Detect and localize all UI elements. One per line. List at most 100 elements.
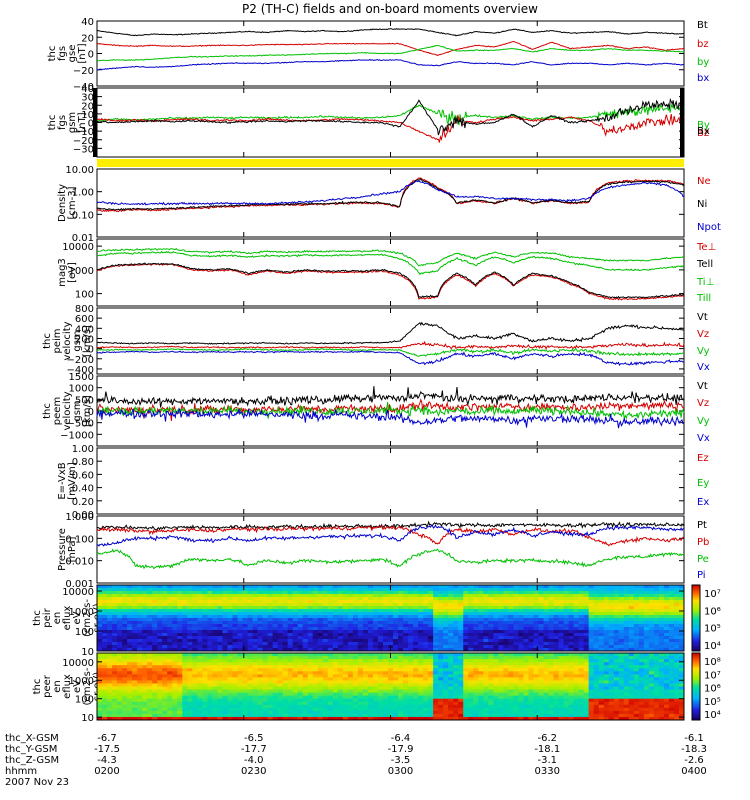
colorbar-label: 10⁶ bbox=[704, 606, 721, 617]
series-peem_velocity-Vz bbox=[96, 398, 685, 421]
x-tick-x: -6.2 bbox=[537, 733, 557, 744]
y-tick-label: 20 bbox=[81, 33, 94, 44]
y-tick-label: 1.000 bbox=[65, 512, 94, 523]
series-density-Ne bbox=[96, 177, 685, 213]
y-tick-label: 10 bbox=[81, 110, 94, 121]
y-tick-label: 30 bbox=[81, 93, 94, 104]
series-density-Ni bbox=[96, 177, 685, 212]
y-tick-label: −20 bbox=[73, 66, 94, 77]
series-fgs_gse-bx bbox=[96, 58, 685, 71]
colorbar-label: 10⁴ bbox=[704, 641, 721, 652]
legend-temperature-1: Tell bbox=[696, 259, 713, 270]
y-tick-label: −20 bbox=[73, 136, 94, 147]
legend-pressure-0: Pt bbox=[697, 520, 707, 531]
panel-fgs_gse: thcfgsgse[nT] 40 20 0 −20 −40 Bt bz by bx bbox=[47, 17, 709, 93]
x-tick-y: -17.9 bbox=[388, 744, 414, 755]
panel-ylabel: Density[cm-3] bbox=[57, 184, 78, 222]
legend-density-1: Ni bbox=[697, 199, 707, 210]
y-tick-label: 1000 bbox=[69, 607, 94, 618]
panel-density: Density[cm-3] 10.00 1.00 0.10 0.01 Ne Ni Npot bbox=[57, 165, 721, 244]
panel-peir_spectrogram: thcpeirenefluxeV(cm2-s-sr-eV)10⁷10⁶10⁵10… bbox=[32, 584, 721, 658]
legend-fgs_gsm-0: By bbox=[697, 120, 710, 131]
y-tick-label: −30 bbox=[73, 144, 94, 155]
y-tick-label: 1.00 bbox=[72, 444, 94, 455]
y-tick-label: 0.10 bbox=[72, 210, 94, 221]
legend-density-2: Npot bbox=[697, 222, 721, 233]
y-tick-label: 10 bbox=[81, 713, 94, 724]
y-tick-label: 1000 bbox=[69, 676, 94, 687]
y-tick-label: 0.40 bbox=[72, 484, 94, 495]
y-tick-label: 0.010 bbox=[65, 557, 94, 568]
x-tick-x: -6.7 bbox=[97, 733, 117, 744]
legend-fgs_gse-0: Bt bbox=[697, 20, 708, 31]
x-tick-hhmm: 0400 bbox=[681, 766, 706, 777]
y-tick-label: 1000 bbox=[69, 384, 94, 395]
y-tick-label: 1500 bbox=[69, 372, 94, 383]
series-fgs_gse-Bt bbox=[96, 28, 685, 37]
series-temperature-Tell bbox=[96, 262, 685, 299]
colorbar-label: 10⁸ bbox=[704, 657, 721, 668]
legend-peem_velocity-0: Vt bbox=[697, 381, 708, 392]
colorbar-label: 10⁴ bbox=[704, 710, 721, 721]
x-tick-z: -3.1 bbox=[537, 755, 557, 766]
series-peim_velocity-Vt bbox=[96, 321, 684, 345]
panel-peer_spectrogram: thcpeerenefluxeV(cm2-s-sr-eV)10⁸10⁷10⁶10… bbox=[32, 652, 721, 724]
legend-temperature-3: Till bbox=[696, 293, 711, 304]
panel-peem_velocity: thcpeemvelocitygsm[km/s] 150010005000−500… bbox=[42, 372, 710, 447]
legend-pressure-3: Pi bbox=[697, 570, 706, 581]
series-fgs_gse-bz bbox=[96, 40, 684, 56]
series-peim_velocity-Vy bbox=[96, 347, 685, 357]
y-tick-label: 400 bbox=[75, 324, 94, 335]
legend-peem_velocity-2: Vy bbox=[697, 416, 710, 427]
spectrogram-image bbox=[97, 653, 684, 720]
y-tick-label: 100 bbox=[75, 290, 94, 301]
colorbar-label: 10⁶ bbox=[704, 684, 721, 695]
y-tick-label: 200 bbox=[75, 334, 94, 345]
series-pressure-Pe bbox=[96, 548, 685, 570]
legend-fgs_gsm-2: Bx bbox=[697, 126, 710, 137]
series-fgs_gse-by bbox=[96, 44, 685, 62]
legend-fgs_gsm-1: Bz bbox=[697, 128, 709, 139]
series-peim_velocity-Vx bbox=[96, 350, 685, 366]
y-tick-label: 100 bbox=[75, 695, 94, 706]
y-tick-label: −500 bbox=[67, 419, 94, 430]
y-tick-label: 1.00 bbox=[72, 188, 94, 199]
series-peem_velocity-Vy bbox=[96, 401, 685, 420]
x-tick-hhmm: 0300 bbox=[388, 766, 413, 777]
legend-peim_velocity-2: Vy bbox=[697, 346, 710, 357]
colorbar-label: 10⁵ bbox=[704, 697, 721, 708]
y-tick-label: 0.01 bbox=[72, 233, 94, 244]
series-peem_velocity-Vt bbox=[96, 386, 685, 408]
panel-frame bbox=[96, 307, 685, 375]
y-tick-label: 0 bbox=[88, 407, 94, 418]
y-tick-label: 600 bbox=[75, 314, 94, 325]
panel-ylabel: thcfgsgse[nT] bbox=[47, 43, 88, 63]
y-tick-label: 0.001 bbox=[65, 579, 94, 590]
x-axis-row-label: thc_X-GSM bbox=[5, 733, 59, 744]
x-axis-row-label: thc_Z-GSM bbox=[5, 755, 59, 766]
x-axis-row-label: hhmm bbox=[5, 766, 37, 777]
legend-efield-2: Ex bbox=[697, 497, 709, 508]
panel-ylabel: mag3[eV] bbox=[57, 258, 78, 287]
legend-peim_velocity-3: Vx bbox=[697, 362, 710, 373]
y-tick-label: 0 bbox=[88, 345, 94, 356]
y-tick-label: 800 bbox=[75, 304, 94, 315]
y-tick-label: 0.60 bbox=[72, 470, 94, 481]
legend-peem_velocity-3: Vx bbox=[697, 433, 710, 444]
legend-pressure-2: Pe bbox=[697, 554, 709, 565]
panel-frame bbox=[96, 447, 685, 515]
y-tick-label: 10.00 bbox=[65, 165, 94, 176]
legend-peim_velocity-0: Vt bbox=[697, 312, 708, 323]
series-temperature-Till bbox=[97, 247, 685, 267]
x-tick-x: -6.1 bbox=[684, 733, 704, 744]
y-tick-label: 40 bbox=[81, 17, 94, 28]
y-tick-label: 40 bbox=[81, 84, 94, 95]
panel-efield: E=-VxB[mV/m] 1.00 0.80 0.60 0.40 0.20 0.00 Ez Ey… bbox=[57, 444, 709, 521]
y-tick-label: 1000 bbox=[69, 266, 94, 277]
panel-ylabel: E=-VxB[mV/m] bbox=[57, 462, 78, 500]
series-pressure-Pb bbox=[96, 524, 685, 547]
panel-peim_velocity: thcpeimvelocitygsm[km/s] 8006004002000−20… bbox=[42, 304, 710, 376]
x-axis-row-label: 2007 Nov 23 bbox=[5, 777, 69, 788]
y-tick-label: 10000 bbox=[62, 587, 94, 598]
